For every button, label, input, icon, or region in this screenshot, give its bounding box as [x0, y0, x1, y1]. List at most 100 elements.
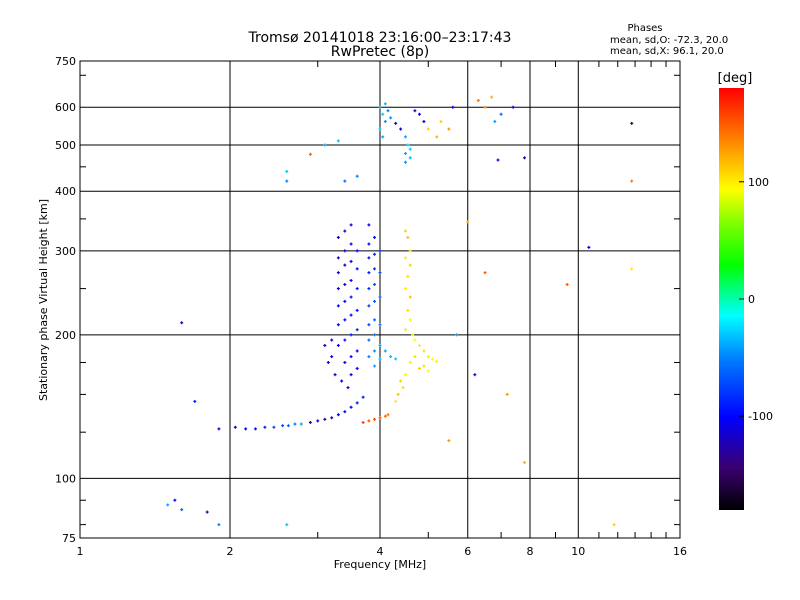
- data-point: [523, 460, 527, 464]
- data-point: [399, 127, 403, 131]
- data-point: [417, 366, 421, 370]
- chart-title: Tromsø 20141018 23:16:00–23:17:43: [248, 30, 512, 46]
- data-point: [383, 120, 387, 124]
- grid-lines: [80, 61, 680, 538]
- data-point: [349, 355, 353, 359]
- data-point: [447, 127, 451, 131]
- data-point: [330, 355, 334, 359]
- data-point: [403, 256, 407, 260]
- data-point: [378, 416, 382, 420]
- data-point: [244, 427, 248, 431]
- data-point: [378, 357, 382, 361]
- data-point: [367, 323, 371, 327]
- data-point: [180, 321, 184, 325]
- data-point: [406, 143, 410, 147]
- x-tick-label: 10: [571, 545, 585, 558]
- data-point: [386, 413, 390, 417]
- data-point: [349, 333, 353, 337]
- data-point: [355, 308, 359, 312]
- data-point: [367, 223, 371, 227]
- data-point: [483, 271, 487, 275]
- data-point: [435, 359, 439, 363]
- data-point: [373, 318, 377, 322]
- phase-legend-o: mean, sd,O: -72.3, 20.0: [610, 35, 728, 46]
- data-point: [340, 379, 344, 383]
- data-point: [394, 399, 398, 403]
- data-point: [166, 503, 170, 507]
- x-tick-label: 6: [464, 545, 471, 558]
- data-point: [473, 373, 477, 377]
- data-point: [326, 360, 330, 364]
- data-point: [285, 523, 289, 527]
- colorbar-tick-label: -100: [748, 410, 773, 423]
- data-point: [413, 109, 417, 113]
- data-point: [496, 158, 500, 162]
- data-point: [476, 98, 480, 102]
- data-point: [408, 295, 412, 299]
- data-point: [367, 242, 371, 246]
- chart-subtitle: RwPretec (8p): [331, 44, 429, 60]
- data-point: [180, 508, 184, 512]
- data-point: [451, 105, 455, 109]
- data-point: [466, 220, 470, 224]
- data-point: [281, 424, 285, 428]
- data-point: [336, 287, 340, 291]
- data-point: [417, 112, 421, 116]
- y-tick-label: 400: [55, 185, 76, 198]
- data-point: [378, 271, 382, 275]
- y-tick-label: 100: [55, 472, 76, 485]
- data-point: [447, 439, 451, 443]
- phase-legend-x: mean, sd,X: 96.1, 20.0: [610, 46, 724, 57]
- data-point: [343, 338, 347, 342]
- data-point: [343, 179, 347, 183]
- data-point: [173, 498, 177, 502]
- data-point: [349, 295, 353, 299]
- data-point: [406, 275, 410, 279]
- data-point: [343, 318, 347, 322]
- data-point: [343, 229, 347, 233]
- data-point: [373, 417, 377, 421]
- data-point: [373, 364, 377, 368]
- data-point: [286, 424, 290, 428]
- data-point: [233, 425, 237, 429]
- y-tick-label: 75: [62, 532, 76, 545]
- data-point: [336, 343, 340, 347]
- data-point: [389, 355, 393, 359]
- x-axis-label: Frequency [MHz]: [334, 558, 426, 571]
- data-point: [373, 299, 377, 303]
- data-point: [403, 135, 407, 139]
- data-point: [336, 139, 340, 143]
- data-point: [349, 223, 353, 227]
- colorbar-ticks: 100 0 -100: [739, 176, 773, 423]
- data-point: [355, 267, 359, 271]
- data-point: [403, 373, 407, 377]
- data-point: [336, 235, 340, 239]
- data-points: [166, 95, 634, 527]
- data-point: [349, 373, 353, 377]
- data-point: [403, 287, 407, 291]
- axis-ticks: [80, 61, 680, 538]
- data-point: [403, 160, 407, 164]
- data-point: [373, 235, 377, 239]
- data-point: [336, 304, 340, 308]
- data-point: [490, 95, 494, 99]
- data-point: [403, 229, 407, 233]
- data-point: [349, 259, 353, 263]
- data-point: [217, 523, 221, 527]
- x-tick-label: 2: [227, 545, 234, 558]
- data-point: [349, 278, 353, 282]
- data-point: [355, 349, 359, 353]
- data-point: [330, 416, 334, 420]
- data-point: [263, 425, 267, 429]
- phase-legend-title: Phases: [627, 23, 662, 34]
- y-tick-label: 500: [55, 139, 76, 152]
- data-point: [630, 179, 634, 183]
- data-point: [367, 271, 371, 275]
- tick-labels: 1 2 4 6 8 10 16 75 100 200 300 400 500 600 750: [55, 55, 687, 558]
- data-point: [293, 422, 297, 426]
- data-point: [399, 379, 403, 383]
- data-point: [383, 102, 387, 106]
- y-tick-label: 200: [55, 329, 76, 342]
- data-point: [343, 299, 347, 303]
- data-point: [343, 282, 347, 286]
